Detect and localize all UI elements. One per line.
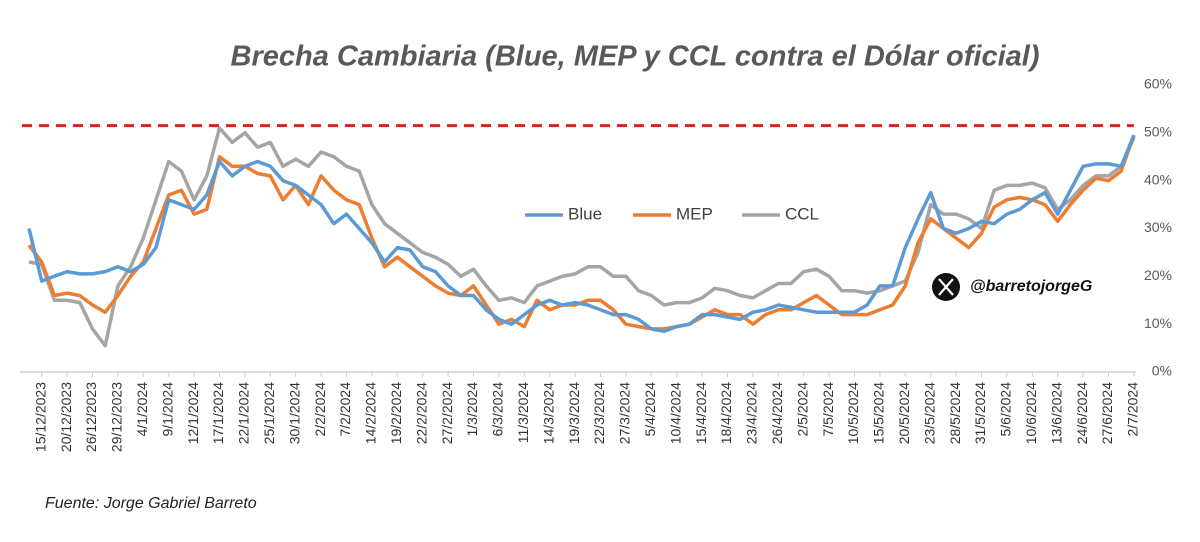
x-tick-label: 5/6/2024	[998, 382, 1014, 437]
x-tick-label: 2/5/2024	[794, 382, 810, 437]
x-tick-label: 10/4/2024	[667, 382, 683, 444]
x-tick-label: 20/5/2024	[896, 382, 912, 444]
x-tick-label: 19/3/2024	[566, 382, 582, 444]
x-tick-label: 22/2/2024	[413, 382, 429, 444]
series-line	[27, 134, 1136, 334]
x-tick-label: 23/5/2024	[921, 382, 937, 444]
x-tick-label: 27/3/2024	[617, 382, 633, 444]
x-tick-label: 5/4/2024	[642, 382, 658, 437]
watermark-icon	[932, 273, 960, 301]
y-tick-label: 10%	[1144, 315, 1172, 331]
x-tick-label: 6/3/2024	[490, 382, 506, 437]
x-tick-label: 28/5/2024	[947, 382, 963, 444]
x-tick-label: 14/2/2024	[363, 382, 379, 444]
x-tick-label: 27/2/2024	[439, 382, 455, 444]
x-tick-label: 26/12/2023	[83, 382, 99, 452]
x-tick-label: 23/4/2024	[744, 382, 760, 444]
x-tick-label: 7/2/2024	[337, 382, 353, 437]
x-tick-label: 11/3/2024	[515, 382, 531, 443]
x-tick-label: 24/6/2024	[1074, 382, 1090, 444]
y-tick-label: 50%	[1144, 124, 1172, 140]
chart-title: Brecha Cambiaria (Blue, MEP y CCL contra…	[231, 41, 1040, 73]
watermark: @barretojorgeG	[970, 278, 1092, 295]
x-tick-label: 2/2/2024	[312, 382, 328, 437]
x-tick-label: 7/5/2024	[820, 382, 836, 437]
source: Fuente: Jorge Gabriel Barreto	[45, 495, 257, 512]
x-tick-label: 9/1/2024	[159, 382, 175, 437]
x-tick-label: 17/1/2024	[210, 382, 226, 444]
x-tick-label: 13/6/2024	[1048, 382, 1064, 444]
x-tick-label: 27/6/2024	[1099, 382, 1115, 444]
y-tick-label: 60%	[1144, 76, 1172, 92]
y-tick-label: 40%	[1144, 171, 1172, 187]
x-tick-label: 19/2/2024	[388, 382, 404, 444]
x-tick-label: 1/3/2024	[464, 382, 480, 437]
x-tick-label: 4/1/2024	[134, 382, 150, 437]
x-tick-label: 30/1/2024	[286, 382, 302, 444]
x-tick-label: 22/1/2024	[236, 382, 252, 444]
x-tick-label: 10/6/2024	[1023, 382, 1039, 444]
legend-label: MEP	[676, 204, 713, 223]
x-tick-label: 26/4/2024	[769, 382, 785, 444]
x-tick-label: 14/3/2024	[540, 382, 556, 444]
x-tick-label: 22/3/2024	[591, 382, 607, 444]
y-tick-label: 30%	[1144, 219, 1172, 235]
x-tick-label: 2/7/2024	[1125, 382, 1141, 437]
x-tick-label: 20/12/2023	[58, 382, 74, 452]
x-tick-label: 18/4/2024	[718, 382, 734, 444]
x-tick-label: 12/1/2024	[185, 382, 201, 444]
legend-label: CCL	[785, 204, 819, 223]
x-tick-label: 10/5/2024	[845, 382, 861, 444]
y-tick-label: 20%	[1144, 267, 1172, 283]
series-line	[28, 126, 1136, 348]
x-tick-label: 29/12/2023	[109, 382, 125, 452]
x-tick-label: 15/4/2024	[693, 382, 709, 444]
legend-label: Blue	[568, 204, 602, 223]
y-tick-label: 0%	[1152, 363, 1172, 379]
x-tick-label: 15/5/2024	[871, 382, 887, 444]
x-tick-label: 15/12/2023	[32, 382, 48, 452]
x-tick-label: 25/1/2024	[261, 382, 277, 444]
x-tick-label: 31/5/2024	[972, 382, 988, 444]
